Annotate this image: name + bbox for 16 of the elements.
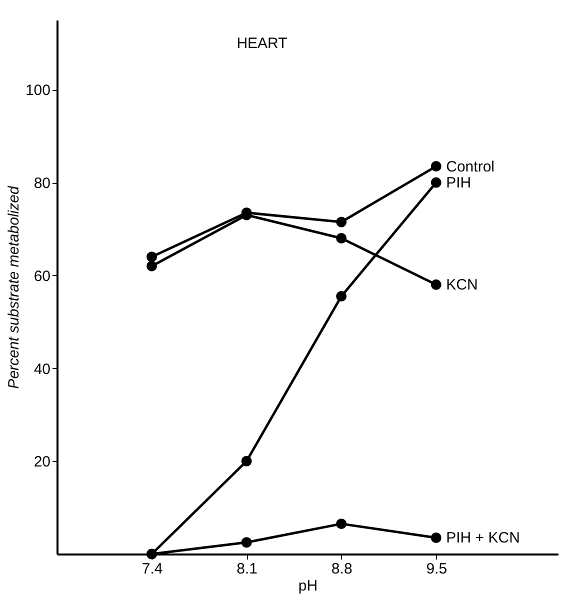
x-tick-label: 8.1: [236, 560, 258, 578]
x-tick-label: 8.8: [331, 560, 352, 578]
x-tick-label: 7.4: [142, 560, 163, 578]
series-label: PIH + KCN: [446, 530, 520, 547]
y-tick-label: 100: [25, 82, 50, 100]
x-tick-label: 9.5: [426, 560, 448, 578]
x-axis-title: pH: [298, 578, 318, 594]
y-tick-label: 80: [34, 175, 50, 192]
series-label: KCN: [446, 276, 478, 294]
series-label: PIH: [446, 174, 472, 192]
text: HEART: [236, 35, 288, 52]
y-tick-label: 60: [34, 268, 50, 285]
y-tick-label: 40: [34, 360, 50, 378]
y-axis-title: Percent substrate metabolized: [5, 186, 22, 389]
series-label: Control: [446, 158, 494, 176]
y-tick-label: 20: [34, 454, 50, 471]
